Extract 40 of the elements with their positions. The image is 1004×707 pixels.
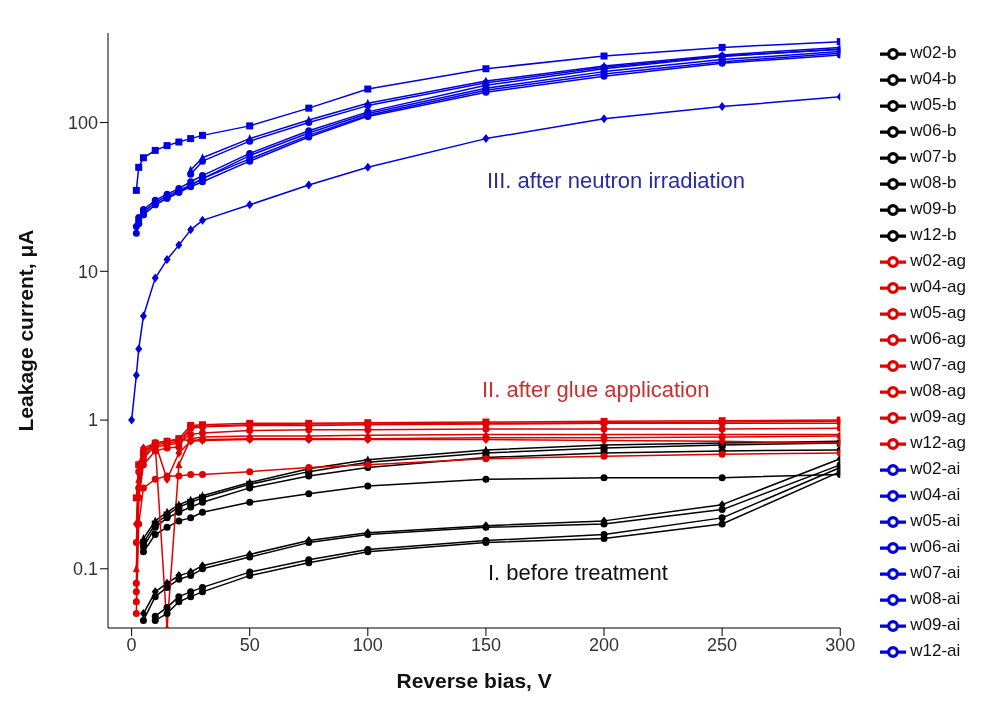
annotation: III. after neutron irradiation	[487, 168, 746, 194]
x-tick-label: 300	[825, 634, 856, 655]
legend-label: w12-ai	[910, 641, 961, 661]
x-tick-label: 100	[352, 634, 383, 655]
legend-label: w09-ag	[910, 407, 966, 427]
x-tick-label: 150	[470, 634, 501, 655]
legend-label: w12-ag	[910, 433, 966, 453]
legend-label: w02-ai	[910, 459, 961, 479]
y-tick-label: 1	[87, 410, 98, 431]
legend-label: w05-b	[910, 95, 957, 115]
legend-label: w04-ag	[910, 277, 966, 297]
x-tick-label: 0	[126, 634, 137, 655]
legend-label: w07-ag	[910, 355, 966, 375]
annotation: I. before treatment	[488, 560, 668, 586]
legend-label: w06-ai	[910, 537, 961, 557]
legend-label: w07-b	[910, 147, 957, 167]
annotation: II. after glue application	[482, 377, 710, 403]
legend-label: w08-ai	[910, 589, 961, 609]
x-tick-label: 50	[239, 634, 260, 655]
legend-label: w05-ai	[910, 511, 961, 531]
legend-label: w02-b	[910, 43, 957, 63]
legend-label: w08-ag	[910, 381, 966, 401]
legend-label: w12-b	[910, 225, 957, 245]
legend-label: w06-b	[910, 121, 957, 141]
legend-label: w09-b	[910, 199, 957, 219]
x-tick-label: 250	[707, 634, 738, 655]
y-tick-label: 100	[67, 112, 98, 133]
legend-label: w09-ai	[910, 615, 961, 635]
legend-label: w05-ag	[910, 303, 966, 323]
legend-label: w06-ag	[910, 329, 966, 349]
legend-label: w04-b	[910, 69, 957, 89]
legend-label: w07-ai	[910, 563, 961, 583]
y-tick-label: 10	[77, 261, 98, 282]
legend-label: w02-ag	[910, 251, 966, 271]
legend-label: w08-b	[910, 173, 957, 193]
y-tick-label: 0.1	[72, 559, 98, 580]
legend-label: w04-ai	[910, 485, 961, 505]
y-axis-title: Leakage current, μA	[14, 229, 38, 432]
x-tick-label: 200	[589, 634, 620, 655]
x-axis-title: Reverse bias, V	[396, 669, 552, 692]
